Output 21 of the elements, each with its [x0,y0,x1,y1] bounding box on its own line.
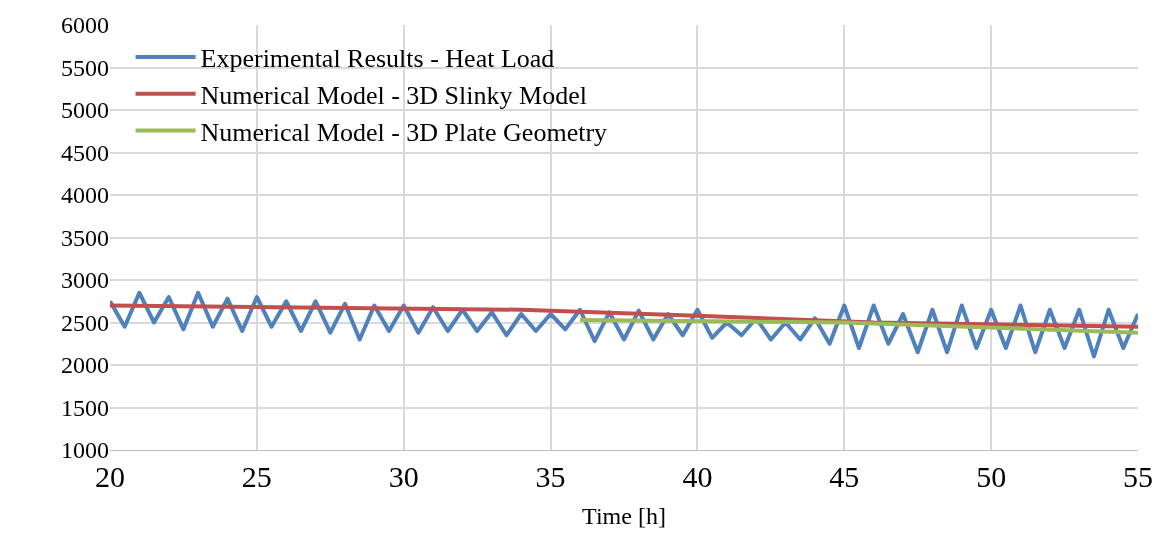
y-tick-label: 5000 [61,97,109,124]
x-tick-label: 45 [829,460,860,493]
legend-label: Numerical Model - 3D Slinky Model [200,80,587,110]
y-tick-label: 2000 [61,352,109,379]
legend-label: Experimental Results - Heat Load [200,44,555,74]
y-tick-label: 3500 [61,224,109,251]
x-tick-label: 50 [976,460,1007,493]
y-tick-label: 5500 [61,54,109,81]
x-axis-title: Time [h] [582,503,666,530]
y-tick-label: 3000 [61,267,109,294]
y-tick-label: 4000 [61,182,109,209]
x-tick-label: 30 [388,460,419,493]
x-tick-label: 35 [535,460,566,493]
x-tick-label: 55 [1123,460,1153,493]
y-tick-label: 4500 [61,139,109,166]
y-tick-label: 1500 [61,394,109,421]
legend-label: Numerical Model - 3D Plate Geometry [200,117,608,147]
y-tick-label: 6000 [61,12,109,39]
x-tick-label: 40 [682,460,713,493]
y-tick-label: 2500 [61,309,109,336]
x-tick-label: 25 [241,460,272,493]
